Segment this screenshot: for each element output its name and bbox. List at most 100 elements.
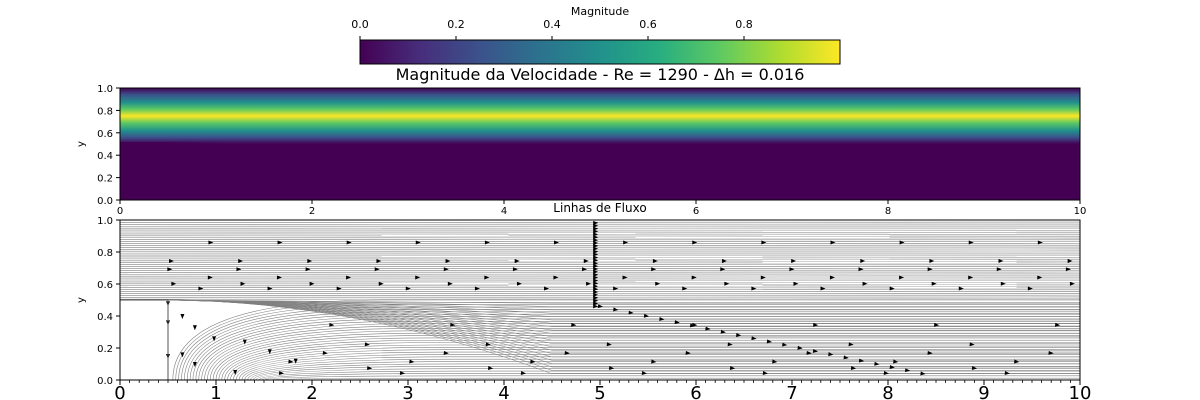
stream-arrow bbox=[485, 342, 491, 347]
y-tick-label: 0.6 bbox=[97, 280, 113, 291]
streamline bbox=[218, 337, 1080, 380]
stream-arrow bbox=[593, 241, 599, 246]
stream-arrow bbox=[443, 267, 449, 272]
stream-arrow bbox=[1048, 350, 1054, 355]
stream-arrow bbox=[364, 342, 370, 347]
streamline bbox=[221, 339, 1080, 380]
stream-arrow bbox=[593, 292, 599, 297]
x-tick-label: 2 bbox=[309, 206, 315, 217]
stream-arrow bbox=[520, 371, 526, 375]
stream-arrow bbox=[766, 339, 772, 344]
colorbar-tick-label: 0.6 bbox=[639, 18, 657, 31]
stream-arrow bbox=[593, 232, 599, 237]
stream-arrow bbox=[720, 329, 726, 334]
stream-arrow bbox=[674, 320, 680, 325]
stream-arrow bbox=[593, 298, 599, 303]
stream-arrow bbox=[293, 358, 298, 364]
stream-arrow bbox=[207, 275, 213, 280]
stream-arrow bbox=[829, 275, 835, 280]
streamline bbox=[230, 347, 1080, 380]
stream-arrow bbox=[593, 266, 599, 271]
x-tick-label: 4 bbox=[498, 383, 509, 400]
stream-arrow bbox=[583, 259, 589, 264]
streamline bbox=[258, 370, 1080, 380]
heatmap-wake bbox=[170, 142, 230, 200]
stream-arrow bbox=[593, 264, 599, 269]
stream-arrow bbox=[593, 290, 599, 294]
streamline bbox=[207, 328, 1080, 380]
stream-arrow bbox=[643, 313, 650, 318]
stream-arrow bbox=[762, 371, 768, 375]
stream-arrow bbox=[198, 286, 204, 291]
stream-arrow bbox=[267, 286, 273, 291]
heatmap-field bbox=[120, 88, 1080, 200]
stream-arrow bbox=[593, 252, 599, 257]
x-tick-label: 3 bbox=[402, 383, 413, 400]
stream-arrow bbox=[904, 368, 911, 373]
y-tick-label: 0.4 bbox=[97, 151, 113, 162]
x-tick-label: 8 bbox=[882, 383, 893, 400]
stream-arrow bbox=[724, 281, 730, 286]
stream-arrow bbox=[848, 342, 854, 347]
x-tick-label: 6 bbox=[693, 206, 699, 217]
colorbar: Magnitude 0.0 0.2 0.4 0.6 0.8 bbox=[351, 5, 841, 65]
y-tick-label: 0.2 bbox=[97, 174, 113, 185]
stream-arrow bbox=[1054, 322, 1061, 327]
stream-arrow bbox=[593, 246, 599, 251]
stream-arrow bbox=[374, 267, 380, 272]
stream-arrow bbox=[167, 267, 173, 272]
streamline bbox=[227, 344, 1080, 380]
stream-arrow bbox=[593, 226, 599, 231]
stream-arrow bbox=[593, 243, 599, 248]
stream-arrow bbox=[208, 240, 214, 245]
stream-arrow bbox=[329, 322, 335, 327]
stream-arrow bbox=[171, 281, 177, 286]
stream-arrow bbox=[722, 259, 728, 264]
stream-arrow bbox=[593, 249, 599, 254]
streamline bbox=[204, 325, 1080, 380]
stream-arrow bbox=[998, 259, 1004, 264]
stream-arrow bbox=[934, 322, 940, 327]
streamplot-title: Linhas de Fluxo bbox=[553, 201, 646, 215]
stream-arrow bbox=[628, 310, 634, 315]
stream-arrow bbox=[593, 278, 599, 283]
stream-arrow bbox=[772, 359, 778, 364]
colorbar-label: Magnitude bbox=[571, 5, 630, 18]
stream-arrow bbox=[651, 359, 657, 364]
stream-arrow bbox=[233, 370, 238, 375]
x-tick-label: 5 bbox=[594, 383, 605, 400]
stream-arrow bbox=[180, 314, 185, 319]
stream-arrow bbox=[899, 240, 905, 245]
stream-arrow bbox=[367, 365, 373, 370]
stream-arrow bbox=[593, 304, 599, 309]
stream-arrow bbox=[267, 349, 272, 355]
streamlines bbox=[120, 221, 1080, 380]
y-tick-label: 0.0 bbox=[97, 196, 113, 207]
stream-arrow bbox=[682, 286, 688, 291]
stream-arrow bbox=[544, 286, 550, 291]
colorbar-tick-label: 0.2 bbox=[447, 18, 465, 31]
stream-arrow bbox=[593, 235, 599, 240]
stream-arrow bbox=[813, 322, 819, 327]
stream-arrow bbox=[996, 267, 1002, 272]
stream-arrow bbox=[1069, 281, 1075, 286]
stream-arrow bbox=[586, 281, 592, 286]
stream-arrow bbox=[484, 275, 490, 280]
stream-arrow bbox=[791, 259, 797, 264]
stream-arrow bbox=[593, 261, 599, 266]
stream-arrow bbox=[613, 286, 619, 291]
stream-arrow bbox=[655, 281, 661, 286]
stream-arrow bbox=[593, 301, 599, 306]
streamline bbox=[201, 323, 1080, 380]
stream-arrow bbox=[307, 259, 313, 264]
x-tick-label: 4 bbox=[501, 206, 507, 217]
stream-arrow bbox=[597, 304, 603, 309]
stream-arrow bbox=[850, 365, 857, 370]
y-tick-label: 0.6 bbox=[97, 129, 113, 140]
streamline bbox=[232, 349, 1080, 380]
streamline bbox=[261, 373, 1080, 380]
stream-arrow bbox=[931, 281, 937, 286]
stream-arrow bbox=[843, 355, 849, 360]
y-tick-label: 1.0 bbox=[97, 84, 113, 95]
